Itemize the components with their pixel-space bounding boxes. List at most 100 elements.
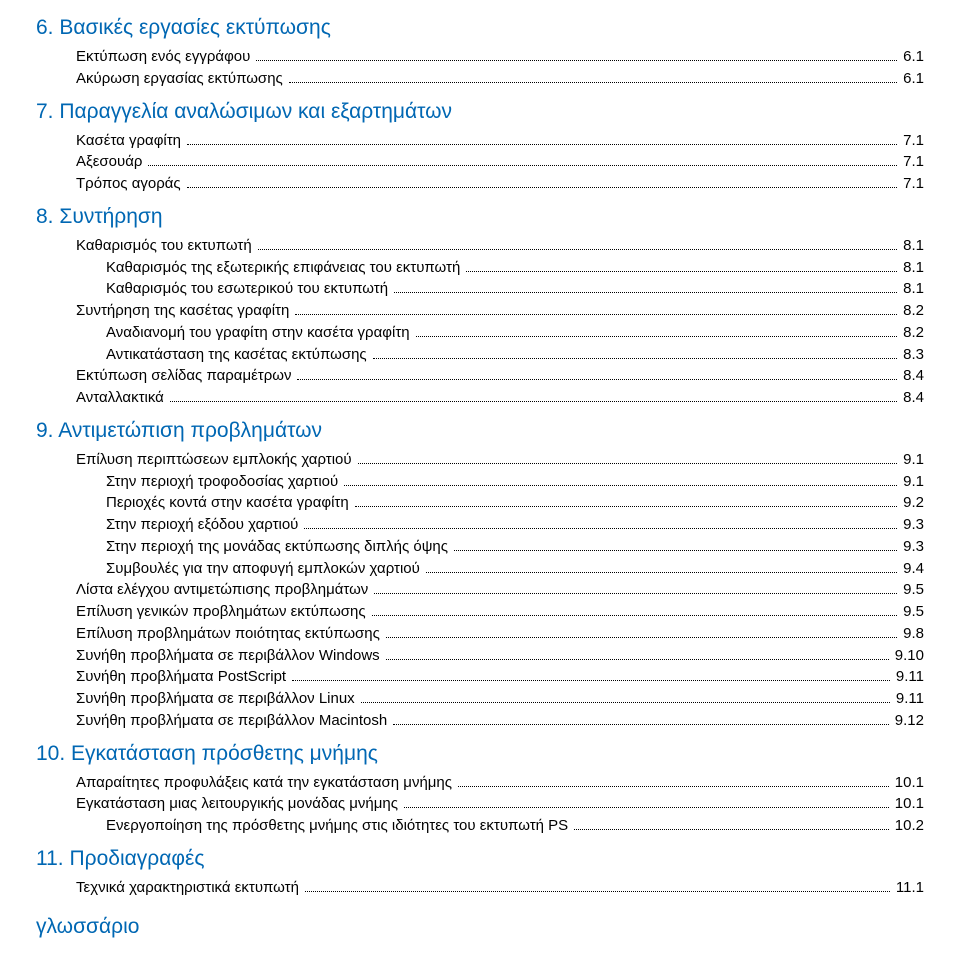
toc-entry-page: 6.1 bbox=[903, 68, 924, 90]
toc-entry[interactable]: Αντικατάσταση της κασέτας εκτύπωσης 8.3 bbox=[106, 344, 924, 366]
toc-entry[interactable]: Κασέτα γραφίτη 7.1 bbox=[76, 130, 924, 152]
section-heading[interactable]: 7. Παραγγελία αναλώσιμων και εξαρτημάτων bbox=[36, 100, 924, 124]
toc-entry[interactable]: Συνήθη προβλήματα PostScript 9.11 bbox=[76, 666, 924, 688]
toc-entry-page: 8.1 bbox=[903, 257, 924, 279]
toc-entry[interactable]: Καθαρισμός του εκτυπωτή 8.1 bbox=[76, 235, 924, 257]
toc-leader-dots bbox=[386, 659, 889, 660]
toc-entry-label: Συντήρηση της κασέτας γραφίτη bbox=[76, 300, 289, 322]
toc-entry-page: 9.12 bbox=[895, 710, 924, 732]
toc-entry[interactable]: Τεχνικά χαρακτηριστικά εκτυπωτή 11.1 bbox=[76, 877, 924, 899]
toc-leader-dots bbox=[416, 336, 898, 337]
toc-section: 10. Εγκατάσταση πρόσθετης μνήμης Απαραίτη… bbox=[36, 742, 924, 837]
toc-entry[interactable]: Καθαρισμός της εξωτερικής επιφάνειας του… bbox=[106, 257, 924, 279]
toc-entry[interactable]: Συμβουλές για την αποφυγή εμπλοκών χαρτι… bbox=[106, 558, 924, 580]
toc-entry-page: 7.1 bbox=[903, 130, 924, 152]
toc-entry-label: Συνήθη προβλήματα σε περιβάλλον Macintos… bbox=[76, 710, 387, 732]
toc-entry[interactable]: Στην περιοχή εξόδου χαρτιού 9.3 bbox=[106, 514, 924, 536]
toc-entry[interactable]: Συνήθη προβλήματα σε περιβάλλον Linux 9.… bbox=[76, 688, 924, 710]
toc-entry[interactable]: Ακύρωση εργασίας εκτύπωσης 6.1 bbox=[76, 68, 924, 90]
toc-entry-page: 9.5 bbox=[903, 601, 924, 623]
toc-leader-dots bbox=[297, 379, 897, 380]
section-heading[interactable]: 9. Αντιμετώπιση προβλημάτων bbox=[36, 419, 924, 443]
toc-entry-page: 7.1 bbox=[903, 173, 924, 195]
toc-entry-page: 9.8 bbox=[903, 623, 924, 645]
toc-entry-label: Εκτύπωση ενός εγγράφου bbox=[76, 46, 250, 68]
section-heading[interactable]: 10. Εγκατάσταση πρόσθετης μνήμης bbox=[36, 742, 924, 766]
toc-entry-label: Επίλυση περιπτώσεων εμπλοκής χαρτιού bbox=[76, 449, 352, 471]
toc-leader-dots bbox=[148, 165, 897, 166]
toc-entry-page: 9.10 bbox=[895, 645, 924, 667]
toc-leader-dots bbox=[394, 292, 897, 293]
section-number: 7. bbox=[36, 100, 54, 123]
toc-entry-page: 10.1 bbox=[895, 772, 924, 794]
toc-leader-dots bbox=[358, 463, 898, 464]
toc-entry[interactable]: Ενεργοποίηση της πρόσθετης μνήμης στις ι… bbox=[106, 815, 924, 837]
section-heading[interactable]: 6. Βασικές εργασίες εκτύπωσης bbox=[36, 16, 924, 40]
toc-entry[interactable]: Στην περιοχή της μονάδας εκτύπωσης διπλή… bbox=[106, 536, 924, 558]
toc-entry[interactable]: Λίστα ελέγχου αντιμετώπισης προβλημάτων … bbox=[76, 579, 924, 601]
toc-entry-label: Καθαρισμός του εκτυπωτή bbox=[76, 235, 252, 257]
toc-leader-dots bbox=[305, 891, 890, 892]
toc-leader-dots bbox=[404, 807, 889, 808]
toc-entry[interactable]: Συνήθη προβλήματα σε περιβάλλον Macintos… bbox=[76, 710, 924, 732]
section-title-text: Συντήρηση bbox=[54, 205, 163, 228]
toc-leader-dots bbox=[187, 144, 897, 145]
toc-entry[interactable]: Στην περιοχή τροφοδοσίας χαρτιού 9.1 bbox=[106, 471, 924, 493]
toc-entry-page: 9.1 bbox=[903, 449, 924, 471]
section-heading[interactable]: 8. Συντήρηση bbox=[36, 205, 924, 229]
glossary-heading[interactable]: γλωσσάριο bbox=[36, 915, 924, 939]
toc-entry[interactable]: Τρόπος αγοράς 7.1 bbox=[76, 173, 924, 195]
toc-entry-label: Λίστα ελέγχου αντιμετώπισης προβλημάτων bbox=[76, 579, 368, 601]
toc-entry[interactable]: Ανταλλακτικά 8.4 bbox=[76, 387, 924, 409]
toc-entry-group: Λίστα ελέγχου αντιμετώπισης προβλημάτων … bbox=[76, 579, 924, 731]
toc-entry[interactable]: Εκτύπωση ενός εγγράφου 6.1 bbox=[76, 46, 924, 68]
toc-entry-label: Στην περιοχή εξόδου χαρτιού bbox=[106, 514, 298, 536]
toc-entry-label: Αξεσουάρ bbox=[76, 151, 142, 173]
toc-entry-page: 7.1 bbox=[903, 151, 924, 173]
toc-entry-page: 11.1 bbox=[896, 877, 924, 899]
toc-entry[interactable]: Επίλυση περιπτώσεων εμπλοκής χαρτιού 9.1 bbox=[76, 449, 924, 471]
toc-entry[interactable]: Επίλυση προβλημάτων ποιότητας εκτύπωσης … bbox=[76, 623, 924, 645]
toc-entry[interactable]: Επίλυση γενικών προβλημάτων εκτύπωσης 9.… bbox=[76, 601, 924, 623]
toc-entry-label: Συνήθη προβλήματα σε περιβάλλον Linux bbox=[76, 688, 355, 710]
section-heading[interactable]: 11. Προδιαγραφές bbox=[36, 847, 924, 871]
toc-entry-group: Απαραίτητες προφυλάξεις κατά την εγκατάσ… bbox=[76, 772, 924, 816]
toc-entry[interactable]: Εκτύπωση σελίδας παραμέτρων 8.4 bbox=[76, 365, 924, 387]
toc-entry-label: Επίλυση προβλημάτων ποιότητας εκτύπωσης bbox=[76, 623, 380, 645]
toc-entry[interactable]: Απαραίτητες προφυλάξεις κατά την εγκατάσ… bbox=[76, 772, 924, 794]
section-number: 8. bbox=[36, 205, 54, 228]
toc-entry-page: 9.5 bbox=[903, 579, 924, 601]
toc-entry[interactable]: Περιοχές κοντά στην κασέτα γραφίτη 9.2 bbox=[106, 492, 924, 514]
toc-entry-group: Επίλυση περιπτώσεων εμπλοκής χαρτιού 9.1 bbox=[76, 449, 924, 471]
toc-leader-dots bbox=[187, 187, 897, 188]
section-title-text: Παραγγελία αναλώσιμων και εξαρτημάτων bbox=[54, 100, 453, 123]
toc-entry-label: Περιοχές κοντά στην κασέτα γραφίτη bbox=[106, 492, 349, 514]
toc-entry-label: Ανταλλακτικά bbox=[76, 387, 164, 409]
toc-entry[interactable]: Εγκατάσταση μιας λειτουργικής μονάδας μν… bbox=[76, 793, 924, 815]
toc-entry-label: Στην περιοχή τροφοδοσίας χαρτιού bbox=[106, 471, 338, 493]
toc-entry-page: 9.2 bbox=[903, 492, 924, 514]
section-title-text: Προδιαγραφές bbox=[64, 847, 205, 870]
toc-leader-dots bbox=[292, 680, 890, 681]
toc-entry[interactable]: Καθαρισμός του εσωτερικού του εκτυπωτή 8… bbox=[106, 278, 924, 300]
toc-entry-label: Τρόπος αγοράς bbox=[76, 173, 181, 195]
toc-entry[interactable]: Συνήθη προβλήματα σε περιβάλλον Windows … bbox=[76, 645, 924, 667]
toc-entry-label: Συνήθη προβλήματα PostScript bbox=[76, 666, 286, 688]
toc-entry[interactable]: Αξεσουάρ 7.1 bbox=[76, 151, 924, 173]
section-number: 6. bbox=[36, 16, 54, 39]
section-title-text: Αντιμετώπιση προβλημάτων bbox=[54, 419, 322, 442]
toc-entry-page: 10.1 bbox=[895, 793, 924, 815]
toc-entry-label: Συνήθη προβλήματα σε περιβάλλον Windows bbox=[76, 645, 380, 667]
toc-leader-dots bbox=[386, 637, 897, 638]
toc-section: 7. Παραγγελία αναλώσιμων και εξαρτημάτων… bbox=[36, 100, 924, 195]
toc-section: 6. Βασικές εργασίες εκτύπωσης Εκτύπωση εν… bbox=[36, 16, 924, 90]
toc-entry-label: Στην περιοχή της μονάδας εκτύπωσης διπλή… bbox=[106, 536, 448, 558]
section-title-text: Εγκατάσταση πρόσθετης μνήμης bbox=[65, 742, 378, 765]
toc-entry-page: 9.11 bbox=[896, 666, 924, 688]
toc-entry-group: Στην περιοχή τροφοδοσίας χαρτιού 9.1Περι… bbox=[106, 471, 924, 580]
toc-entry[interactable]: Αναδιανομή του γραφίτη στην κασέτα γραφί… bbox=[106, 322, 924, 344]
toc-leader-dots bbox=[393, 724, 889, 725]
toc-entry[interactable]: Συντήρηση της κασέτας γραφίτη 8.2 bbox=[76, 300, 924, 322]
toc-entry-label: Αναδιανομή του γραφίτη στην κασέτα γραφί… bbox=[106, 322, 410, 344]
toc-entry-page: 9.4 bbox=[903, 558, 924, 580]
